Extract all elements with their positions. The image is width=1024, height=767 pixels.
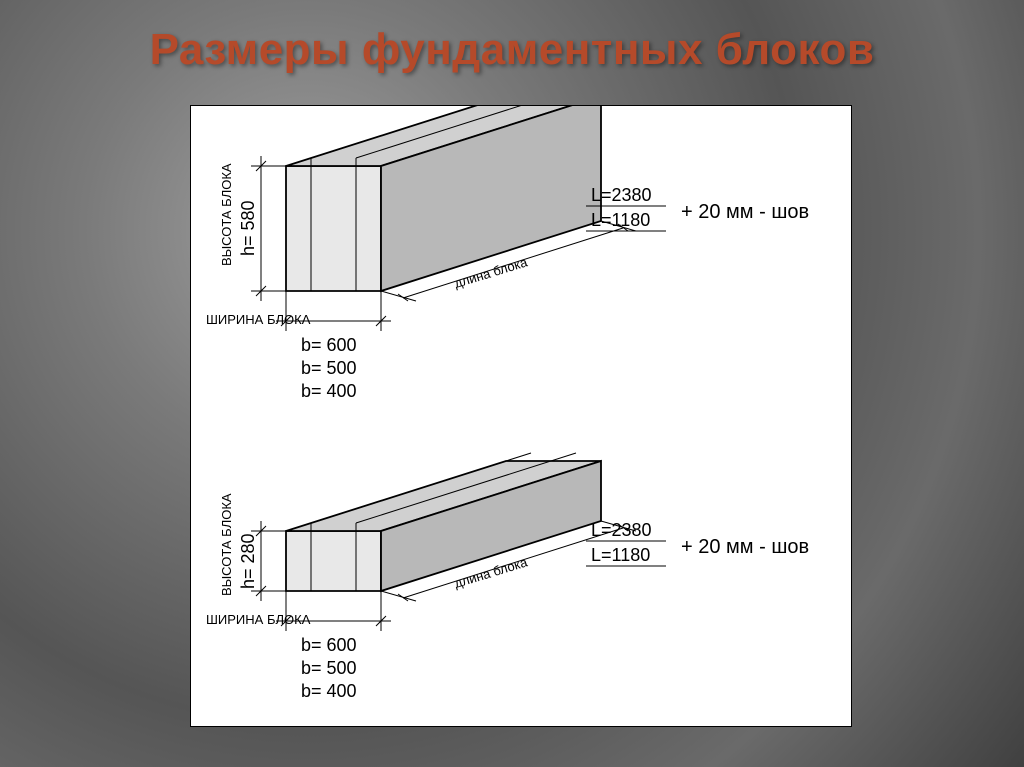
bottom-length-1: L=1180 [591,545,650,565]
top-height-axis: ВЫСОТА БЛОКА [219,163,234,266]
top-length-0: L=2380 [591,185,652,205]
top-length-1: L=1180 [591,210,650,230]
bottom-width-0: b= 600 [301,635,357,655]
drawing-area: h= 580 ВЫСОТА БЛОКА ШИРИНА БЛОКА b= 600 … [190,105,852,727]
bottom-width-1: b= 500 [301,658,357,678]
block-bottom: h= 280 ВЫСОТА БЛОКА ШИРИНА БЛОКА b= 600 … [206,453,809,701]
top-width-axis: ШИРИНА БЛОКА [206,312,311,327]
bottom-width-axis: ШИРИНА БЛОКА [206,612,311,627]
bottom-height-axis: ВЫСОТА БЛОКА [219,493,234,596]
bottom-width-2: b= 400 [301,681,357,701]
top-width-1: b= 500 [301,358,357,378]
block-top: h= 580 ВЫСОТА БЛОКА ШИРИНА БЛОКА b= 600 … [206,106,809,401]
diagram-svg: h= 580 ВЫСОТА БЛОКА ШИРИНА БЛОКА b= 600 … [191,106,851,726]
slide: Размеры фундаментных блоков [0,0,1024,767]
top-width-2: b= 400 [301,381,357,401]
top-seam-note: + 20 мм - шов [681,201,809,223]
top-height-label: h= 580 [238,200,258,256]
slide-title: Размеры фундаментных блоков [0,25,1024,75]
bottom-length-0: L=2380 [591,520,652,540]
bottom-seam-note: + 20 мм - шов [681,536,809,558]
bottom-height-label: h= 280 [238,533,258,589]
top-width-0: b= 600 [301,335,357,355]
